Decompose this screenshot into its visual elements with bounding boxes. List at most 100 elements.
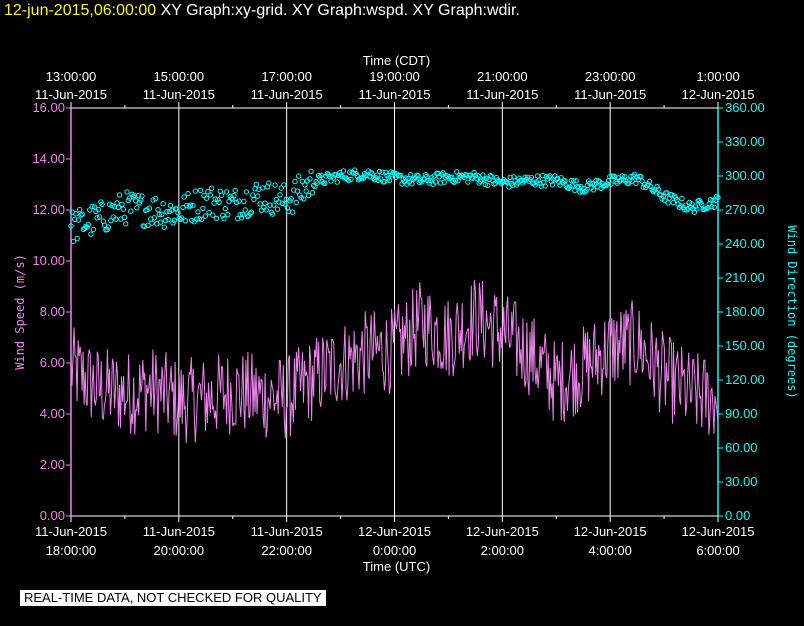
series-wdir-point [225, 211, 231, 218]
series-wdir-point [184, 202, 190, 209]
series-wdir-point [487, 172, 493, 179]
series-wdir-point [456, 173, 462, 179]
y-right-tick-label: 240.00 [725, 236, 765, 251]
x-top-tick-label-time: 13:00:00 [46, 69, 97, 84]
series-wdir-point [162, 217, 169, 224]
series-wdir-point [88, 231, 94, 237]
series-wdir-point [547, 173, 553, 179]
series-wdir-point [207, 192, 214, 198]
y-left-tick-label: 8.00 [40, 304, 65, 319]
x-top-tick-label-time: 17:00:00 [261, 69, 312, 84]
series-wdir-point [293, 199, 299, 206]
series-wdir-point [305, 192, 312, 199]
series-wdir-point [215, 196, 221, 203]
series-wdir-point [403, 175, 409, 181]
series-wdir-point [171, 217, 178, 224]
series-wdir-point [478, 177, 485, 183]
x-tick-label-time: 18:00:00 [46, 543, 97, 558]
series-wdir-point [465, 179, 471, 185]
x-top-axis-title: Time (CDT) [363, 53, 430, 68]
series-wdir-point [259, 185, 266, 191]
series-wdir-point [542, 183, 548, 189]
series-wdir-point [146, 205, 153, 211]
series-wdir-point [314, 180, 321, 186]
series-wdir-point [629, 178, 635, 184]
series-wdir-point [340, 168, 347, 174]
series-wdir-point [368, 169, 374, 176]
series-wdir-point [583, 188, 589, 194]
y-right-tick-label: 180.00 [725, 304, 765, 319]
series-wdir-point [250, 192, 256, 198]
x-top-tick-label-time: 1:00:00 [696, 69, 739, 84]
series-wdir-point [85, 221, 92, 228]
series-wdir-point [432, 179, 439, 185]
series-wdir-point [589, 180, 595, 187]
x-tick-label-date: 11-Jun-2015 [251, 524, 323, 539]
series-wdir-point [195, 209, 201, 215]
series-wdir-point [130, 194, 136, 200]
series-wdir-point [383, 169, 389, 176]
series-wdir-point [488, 173, 495, 180]
series-wdir-point [91, 204, 98, 210]
series-wdir-point [518, 177, 525, 184]
series-wdir-point [714, 193, 720, 200]
series-wdir-point [175, 210, 181, 216]
quality-notice: REAL-TIME DATA, NOT CHECKED FOR QUALITY [20, 590, 326, 606]
series-wdir-point [108, 217, 114, 224]
series-wspd-line [70, 279, 719, 444]
series-wdir-point [289, 209, 296, 215]
series-wdir-point [694, 206, 700, 212]
series-wdir-point [310, 182, 317, 189]
series-wdir-point [299, 178, 306, 184]
series-wdir-point [202, 213, 209, 219]
y-left-tick-label: 6.00 [40, 355, 65, 370]
series-wdir-point [74, 235, 80, 242]
series-wdir-point [670, 199, 676, 206]
graph-titles: XY Graph:xy-grid. XY Graph:wspd. XY Grap… [160, 2, 520, 19]
series-wdir-point [124, 189, 130, 195]
y-right-tick-label: 270.00 [725, 202, 765, 217]
x-tick-label-date: 11-Jun-2015 [143, 524, 215, 539]
series-wdir-point [312, 183, 318, 190]
x-tick-label-time: 20:00:00 [154, 543, 205, 558]
series-wdir-point [654, 183, 660, 190]
series-wdir-point [257, 201, 263, 207]
series-wdir-point [507, 174, 513, 181]
series-wdir-point [374, 172, 380, 178]
series-wdir-point [595, 178, 602, 184]
series-wdir-point [240, 211, 246, 218]
series-wdir-point [251, 196, 257, 203]
series-wdir-point [253, 181, 260, 188]
series-wdir-point [296, 173, 302, 179]
series-wdir-point [274, 206, 281, 212]
series-wdir-point [131, 193, 138, 199]
series-wdir-point [89, 203, 95, 210]
series-wdir-point [471, 169, 477, 176]
y-left-tick-label: 10.00 [32, 253, 65, 268]
series-wdir-point [590, 187, 597, 193]
series-wdir-point [288, 196, 294, 202]
series-wdir-point [386, 177, 393, 184]
series-wdir-point [120, 206, 127, 212]
series-wdir-point [639, 178, 645, 184]
series-wdir-point [315, 173, 322, 179]
series-wdir-point [194, 216, 200, 222]
x-top-tick-label-time: 15:00:00 [154, 69, 205, 84]
x-tick-label-date: 12-Jun-2015 [682, 524, 755, 539]
series-wdir-point [689, 201, 695, 207]
series-wdir-point [483, 175, 490, 182]
series-wdir-point [139, 193, 145, 199]
series-wdir-point [481, 176, 487, 183]
series-wdir-point [152, 195, 159, 202]
series-wdir-point [185, 190, 191, 197]
series-wdir-point [715, 194, 721, 201]
series-wdir-point [608, 181, 614, 187]
series-wdir-point [128, 208, 134, 214]
y-right-tick-label: 0.00 [725, 508, 750, 523]
series-wdir-point [198, 216, 205, 223]
series-wdir-point [536, 177, 542, 184]
series-wdir-point [79, 211, 85, 217]
series-wdir-point [510, 182, 516, 188]
series-wdir-point [70, 238, 77, 245]
